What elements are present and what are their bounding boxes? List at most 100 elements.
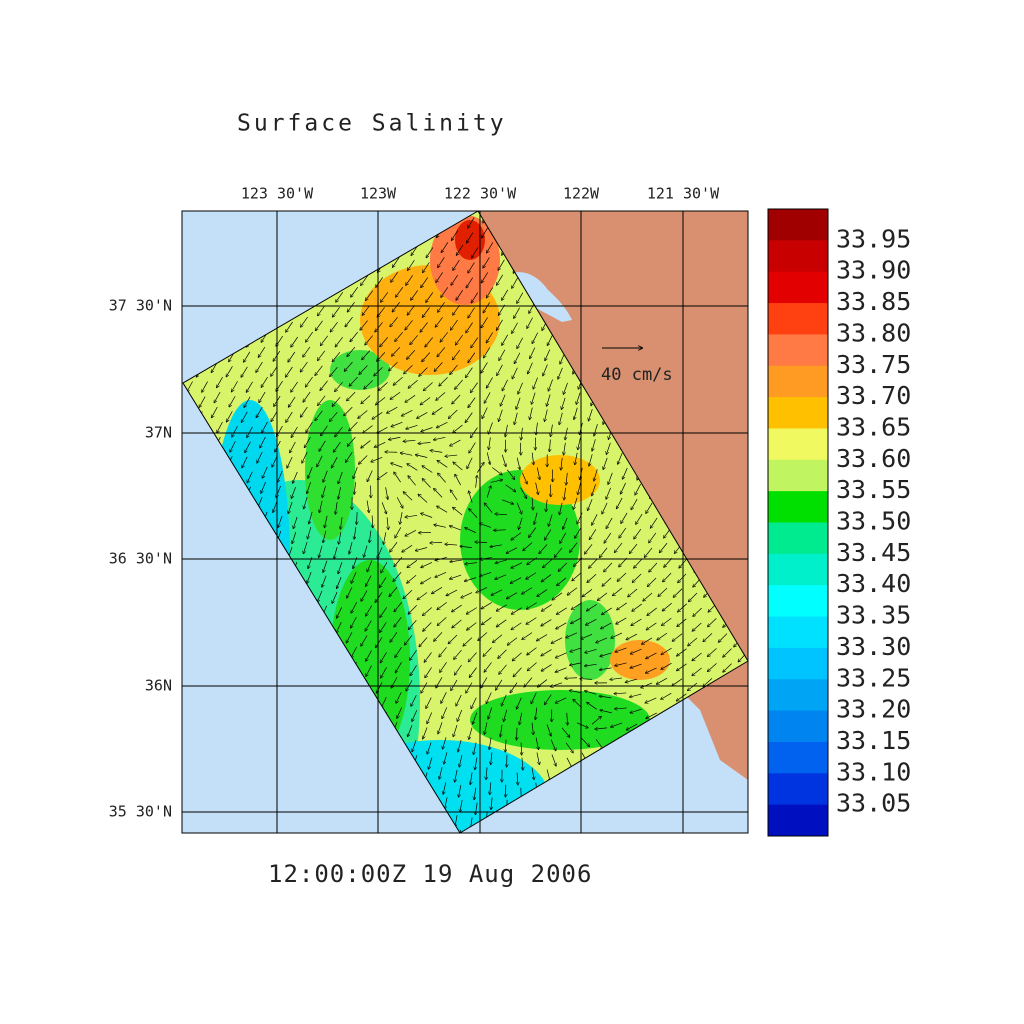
current-vector xyxy=(487,377,493,387)
current-vector xyxy=(486,332,493,342)
current-vector xyxy=(658,587,668,596)
current-vector xyxy=(381,562,388,572)
current-vector xyxy=(466,367,473,378)
current-vector xyxy=(578,482,581,495)
current-vector xyxy=(423,262,430,272)
current-vector xyxy=(558,367,563,379)
current-vector xyxy=(385,487,388,499)
current-vector xyxy=(290,441,296,453)
current-vector xyxy=(301,406,308,417)
current-vector xyxy=(518,382,523,394)
current-vector xyxy=(262,466,268,478)
current-vector xyxy=(421,277,429,287)
current-vector xyxy=(522,587,533,594)
current-vector xyxy=(692,622,702,631)
current-vector xyxy=(616,617,627,624)
current-vector xyxy=(581,633,593,639)
current-vector xyxy=(377,307,385,317)
current-vector xyxy=(594,469,598,480)
current-vector xyxy=(332,396,341,406)
current-vector xyxy=(598,592,608,600)
current-vector xyxy=(304,496,308,508)
current-vector xyxy=(291,381,298,392)
current-vector xyxy=(432,587,443,593)
current-vector xyxy=(361,635,368,646)
current-vector xyxy=(488,707,493,718)
current-vector xyxy=(673,588,683,597)
current-vector xyxy=(533,377,538,389)
current-vector xyxy=(217,421,223,433)
current-vector xyxy=(631,618,642,625)
current-vector xyxy=(465,528,477,533)
current-vector xyxy=(500,394,506,406)
current-vector xyxy=(648,577,657,586)
current-vector xyxy=(499,409,503,421)
current-vector xyxy=(601,622,612,629)
current-vector xyxy=(428,757,433,768)
current-vector xyxy=(556,622,567,629)
current-vector xyxy=(545,349,551,361)
current-vector xyxy=(272,455,278,467)
current-vector xyxy=(434,525,446,528)
current-vector xyxy=(306,421,313,432)
current-vector xyxy=(592,439,596,451)
current-vector xyxy=(459,754,463,767)
current-vector xyxy=(531,392,536,404)
current-vector xyxy=(545,694,552,705)
lat-label: 36 30'N xyxy=(109,550,172,568)
current-vector xyxy=(419,367,428,376)
current-vector xyxy=(634,528,642,539)
current-vector xyxy=(256,406,263,417)
current-vector xyxy=(486,486,491,498)
current-vector xyxy=(405,635,413,644)
current-vector xyxy=(481,317,488,327)
current-vector xyxy=(498,304,505,315)
colorbar-label: 33.35 xyxy=(836,601,911,630)
current-vector xyxy=(502,289,509,300)
current-vector xyxy=(287,456,293,468)
current-vector xyxy=(510,577,522,584)
current-vector xyxy=(466,322,473,333)
current-vector xyxy=(450,439,461,446)
colorbar-band xyxy=(768,240,828,273)
current-vector xyxy=(406,275,414,285)
current-vector xyxy=(347,346,356,356)
current-vector xyxy=(677,693,687,701)
current-vector xyxy=(452,604,462,612)
current-vector xyxy=(473,712,478,724)
current-vector xyxy=(307,526,312,539)
current-vector xyxy=(421,682,428,692)
current-vector xyxy=(379,382,388,390)
current-vector xyxy=(531,767,534,780)
current-vector xyxy=(322,485,326,498)
current-vector xyxy=(302,451,308,463)
current-vector xyxy=(514,412,518,425)
current-vector xyxy=(395,332,403,341)
current-vector xyxy=(545,409,548,422)
current-vector xyxy=(426,697,432,708)
current-vector xyxy=(461,592,473,598)
current-vector xyxy=(444,752,448,764)
current-vector xyxy=(394,602,403,611)
current-vector xyxy=(484,392,491,403)
current-vector xyxy=(517,337,524,349)
current-vector xyxy=(512,607,522,614)
current-vector xyxy=(346,451,353,462)
current-vector xyxy=(585,544,593,553)
current-vector xyxy=(362,350,371,360)
current-vector xyxy=(651,517,658,528)
current-vector xyxy=(358,410,368,419)
current-vector xyxy=(719,633,728,642)
current-vector xyxy=(484,503,493,513)
current-vector xyxy=(376,637,383,647)
current-vector xyxy=(435,572,447,577)
colorbar-band xyxy=(768,365,828,398)
current-vector xyxy=(424,382,433,390)
current-vector xyxy=(541,649,552,656)
current-vector xyxy=(366,650,372,661)
current-vector xyxy=(360,320,368,330)
current-vector xyxy=(440,662,447,672)
current-vector xyxy=(499,664,507,674)
colorbar-label: 33.75 xyxy=(836,350,911,379)
